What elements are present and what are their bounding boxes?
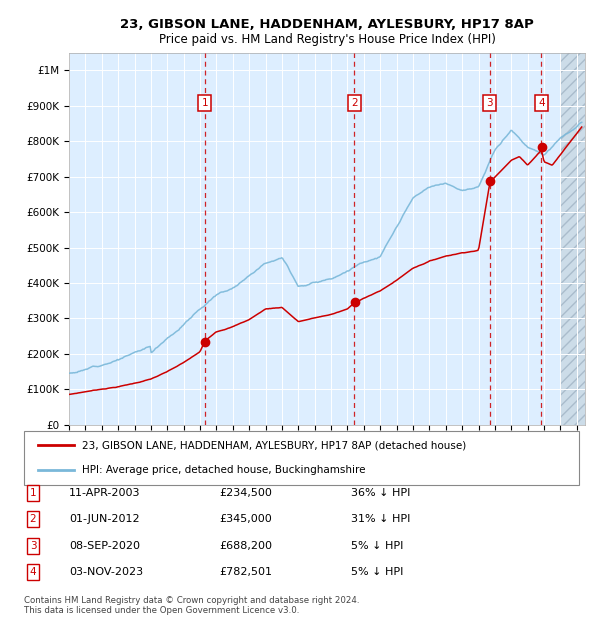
Text: 08-SEP-2020: 08-SEP-2020	[69, 541, 140, 551]
Text: 5% ↓ HPI: 5% ↓ HPI	[351, 541, 403, 551]
Text: 3: 3	[29, 541, 37, 551]
Text: £234,500: £234,500	[219, 488, 272, 498]
Text: 4: 4	[29, 567, 37, 577]
Text: 1: 1	[29, 488, 37, 498]
Text: 3: 3	[487, 98, 493, 108]
Text: £345,000: £345,000	[219, 514, 272, 524]
FancyBboxPatch shape	[24, 431, 579, 485]
Text: £688,200: £688,200	[219, 541, 272, 551]
Text: 2: 2	[351, 98, 358, 108]
Text: 4: 4	[538, 98, 545, 108]
Text: 03-NOV-2023: 03-NOV-2023	[69, 567, 143, 577]
Text: 23, GIBSON LANE, HADDENHAM, AYLESBURY, HP17 8AP (detached house): 23, GIBSON LANE, HADDENHAM, AYLESBURY, H…	[82, 440, 467, 451]
Text: Contains HM Land Registry data © Crown copyright and database right 2024.
This d: Contains HM Land Registry data © Crown c…	[24, 596, 359, 615]
Text: 11-APR-2003: 11-APR-2003	[69, 488, 140, 498]
Text: Price paid vs. HM Land Registry's House Price Index (HPI): Price paid vs. HM Land Registry's House …	[158, 33, 496, 45]
Text: 23, GIBSON LANE, HADDENHAM, AYLESBURY, HP17 8AP: 23, GIBSON LANE, HADDENHAM, AYLESBURY, H…	[120, 19, 534, 31]
Text: 31% ↓ HPI: 31% ↓ HPI	[351, 514, 410, 524]
Text: 01-JUN-2012: 01-JUN-2012	[69, 514, 140, 524]
Text: 2: 2	[29, 514, 37, 524]
Text: 5% ↓ HPI: 5% ↓ HPI	[351, 567, 403, 577]
Text: 1: 1	[202, 98, 208, 108]
Text: £782,501: £782,501	[219, 567, 272, 577]
Text: HPI: Average price, detached house, Buckinghamshire: HPI: Average price, detached house, Buck…	[82, 465, 366, 476]
Bar	[560, 53, 585, 425]
Text: 36% ↓ HPI: 36% ↓ HPI	[351, 488, 410, 498]
